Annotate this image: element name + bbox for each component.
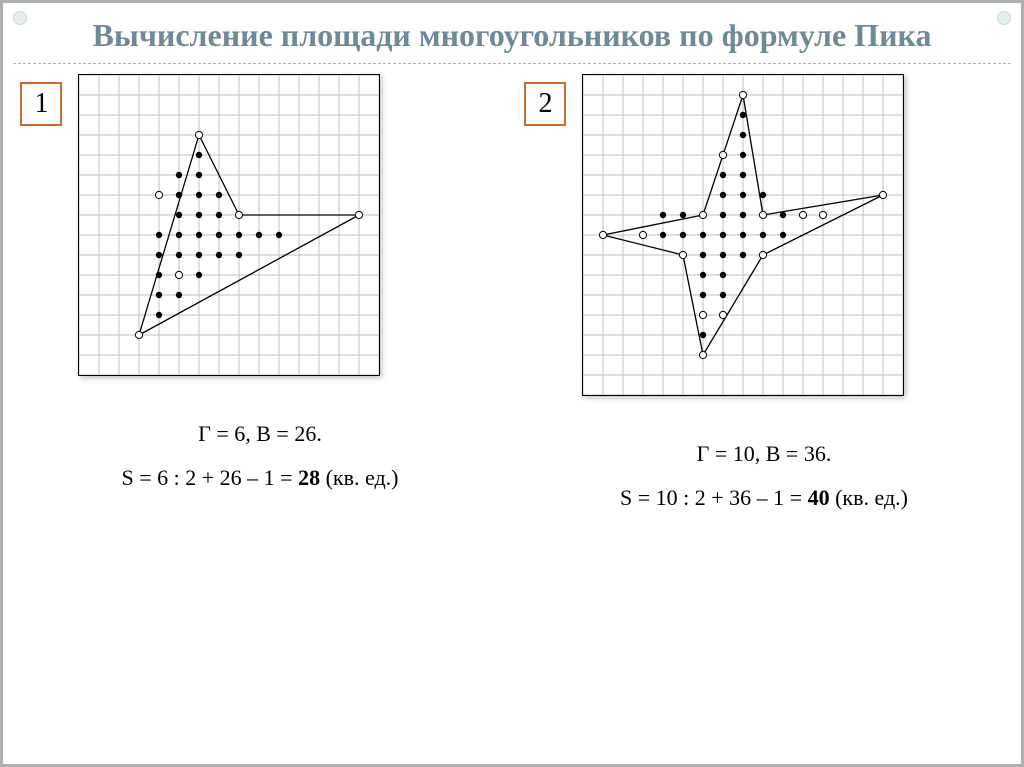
panel-1-line2-post: (кв. ед.) xyxy=(320,465,398,490)
decorative-dot-top-left xyxy=(13,11,27,25)
panel-2-result: 40 xyxy=(808,485,830,510)
page-title: Вычисление площади многоугольников по фо… xyxy=(3,3,1021,63)
panel-2-diagram xyxy=(582,74,904,396)
panel-1: 1 Г = 6, В = 26. S = 6 : 2 + 26 – 1 = 28… xyxy=(20,74,499,500)
panel-2-number: 2 xyxy=(524,82,566,126)
panel-1-top: 1 xyxy=(20,74,499,376)
panel-2-line2-post: (кв. ед.) xyxy=(830,485,908,510)
title-divider xyxy=(13,63,1011,64)
panel-1-line1: Г = 6, В = 26. xyxy=(122,412,399,456)
panel-2-line2-pre: S = 10 : 2 + 36 – 1 = xyxy=(620,485,808,510)
panel-1-diagram xyxy=(78,74,380,376)
panel-2-line2: S = 10 : 2 + 36 – 1 = 40 (кв. ед.) xyxy=(620,476,908,520)
panel-2: 2 Г = 10, В = 36. S = 10 : 2 + 36 – 1 = … xyxy=(524,74,1003,520)
panel-1-result: 28 xyxy=(298,465,320,490)
panel-2-formulas: Г = 10, В = 36. S = 10 : 2 + 36 – 1 = 40… xyxy=(620,432,908,520)
panel-2-top: 2 xyxy=(524,74,1003,396)
panel-1-number: 1 xyxy=(20,82,62,126)
panel-2-line1: Г = 10, В = 36. xyxy=(620,432,908,476)
decorative-dot-top-right xyxy=(997,11,1011,25)
panel-1-line2: S = 6 : 2 + 26 – 1 = 28 (кв. ед.) xyxy=(122,456,399,500)
panels-row: 1 Г = 6, В = 26. S = 6 : 2 + 26 – 1 = 28… xyxy=(3,74,1021,764)
panel-1-line2-pre: S = 6 : 2 + 26 – 1 = xyxy=(122,465,299,490)
panel-1-formulas: Г = 6, В = 26. S = 6 : 2 + 26 – 1 = 28 (… xyxy=(122,412,399,500)
